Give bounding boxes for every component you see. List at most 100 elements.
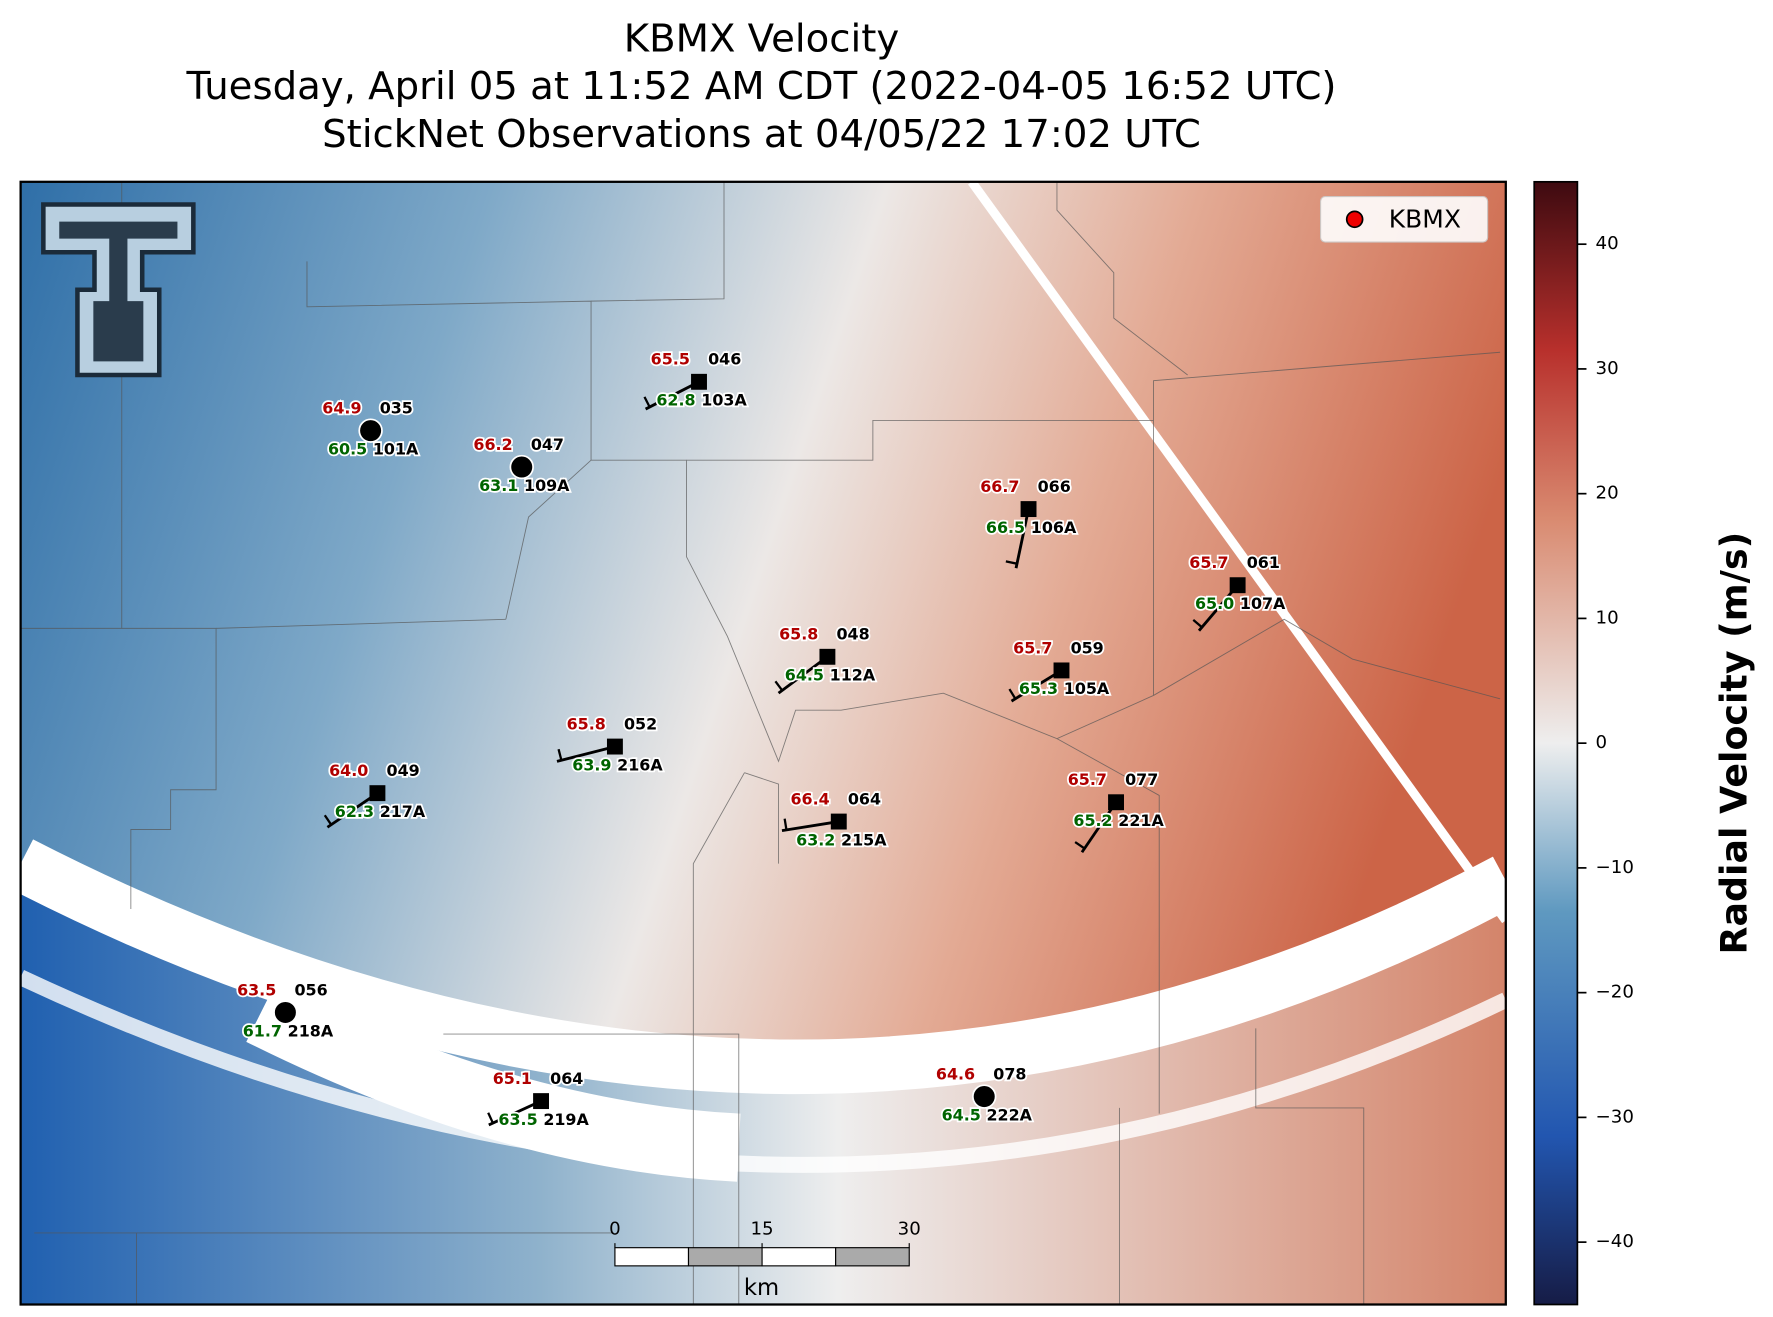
temperature: 65.7 bbox=[1189, 553, 1228, 572]
station-marker bbox=[691, 373, 707, 390]
scale-segment bbox=[614, 1247, 690, 1267]
wind-barb-flag bbox=[1074, 841, 1086, 850]
stations: 64.9 035 60.5 101A 66.2 047 63.1 109A 65.5 046 62.… bbox=[235, 348, 1287, 1131]
wind-barb bbox=[326, 791, 379, 829]
wind-barb-flag bbox=[643, 396, 651, 408]
temperature: 65.7 bbox=[1068, 770, 1107, 789]
scale-unit: km bbox=[744, 1275, 779, 1301]
temperature: 65.5 bbox=[651, 350, 690, 369]
dewpoint: 65.0 bbox=[1195, 594, 1234, 613]
temperature: 64.0 bbox=[329, 761, 368, 780]
station-id: 217A bbox=[380, 802, 426, 821]
station-code: 052 bbox=[624, 714, 657, 733]
station-code: 035 bbox=[380, 399, 413, 418]
temperature: 65.1 bbox=[493, 1069, 532, 1088]
station-id: 112A bbox=[830, 666, 876, 685]
station-code: 061 bbox=[1247, 553, 1280, 572]
station-code: 049 bbox=[387, 761, 420, 780]
wind-barb bbox=[1014, 508, 1030, 569]
station-code: 077 bbox=[1125, 770, 1158, 789]
station-marker bbox=[1053, 662, 1070, 679]
station-marker bbox=[369, 785, 386, 802]
colorbar-tick-label: 10 bbox=[1596, 607, 1619, 628]
station-id: 107A bbox=[1240, 594, 1286, 613]
colorbar-tick-label: −30 bbox=[1596, 1106, 1634, 1127]
station-marker bbox=[533, 1093, 550, 1110]
legend: KBMX bbox=[1320, 196, 1489, 243]
scale-segment bbox=[835, 1247, 910, 1267]
dewpoint: 63.5 bbox=[498, 1110, 537, 1129]
temperature: 64.6 bbox=[936, 1064, 975, 1083]
station-code: 048 bbox=[837, 625, 870, 644]
temperature: 65.8 bbox=[779, 625, 818, 644]
station-id: 101A bbox=[373, 439, 419, 458]
station-id: 219A bbox=[543, 1110, 589, 1129]
wind-barb bbox=[556, 745, 616, 763]
station-marker bbox=[972, 1084, 997, 1109]
station-code: 046 bbox=[708, 350, 741, 369]
scale-tick-label: 0 bbox=[609, 1219, 621, 1240]
dewpoint: 64.5 bbox=[785, 666, 824, 685]
radar-field bbox=[20, 181, 1506, 1305]
temperature: 66.4 bbox=[790, 789, 829, 808]
scale-tick-label: 15 bbox=[751, 1219, 774, 1240]
station-id: 216A bbox=[617, 755, 663, 774]
wind-barb bbox=[781, 820, 839, 833]
scale-bar: km 0 15 30 bbox=[609, 1219, 921, 1302]
station-id: 105A bbox=[1064, 679, 1110, 698]
station-id: 221A bbox=[1118, 811, 1164, 830]
temperature: 63.5 bbox=[237, 980, 276, 999]
wind-barb bbox=[777, 655, 829, 695]
temperature: 65.7 bbox=[1013, 638, 1052, 657]
station-code: 064 bbox=[848, 789, 881, 808]
colorbar-label: Radial Velocity (m/s) bbox=[1712, 532, 1755, 955]
colorbar-tick-label: −10 bbox=[1596, 857, 1634, 878]
dewpoint: 62.8 bbox=[656, 391, 695, 410]
legend-label: KBMX bbox=[1389, 204, 1461, 233]
scale-segment bbox=[761, 1247, 837, 1267]
wind-barb bbox=[1010, 669, 1063, 703]
station-marker bbox=[1108, 794, 1124, 811]
dewpoint: 65.2 bbox=[1073, 811, 1112, 830]
station-id: 218A bbox=[288, 1021, 334, 1040]
wind-barb-flag bbox=[1005, 560, 1018, 565]
colorbar-tick-label: −20 bbox=[1596, 982, 1634, 1003]
wind-barb bbox=[644, 380, 700, 411]
scale-segment bbox=[687, 1247, 763, 1267]
dewpoint: 63.9 bbox=[572, 755, 611, 774]
station-id: 103A bbox=[701, 391, 747, 410]
station-code: 066 bbox=[1038, 477, 1071, 496]
station-marker bbox=[606, 738, 623, 755]
station-marker bbox=[830, 813, 847, 830]
colorbar-tick-label: 30 bbox=[1596, 358, 1619, 379]
station-id: 109A bbox=[524, 476, 570, 495]
station-marker bbox=[358, 418, 383, 443]
logo bbox=[41, 202, 196, 378]
colorbar-tick-label: 20 bbox=[1596, 483, 1619, 504]
station-code: 059 bbox=[1071, 638, 1104, 657]
colorbar: Radial Velocity (m/s) −40 −30 −20 −10 0 10 20 3… bbox=[1533, 180, 1755, 1306]
dewpoint: 66.5 bbox=[986, 518, 1025, 537]
wind-barb bbox=[488, 1099, 542, 1127]
wind-barb-flag bbox=[323, 814, 333, 826]
wind-barb-flag bbox=[487, 1112, 494, 1124]
dewpoint: 65.3 bbox=[1019, 679, 1058, 698]
dewpoint: 61.7 bbox=[243, 1021, 282, 1040]
temperature: 65.8 bbox=[567, 714, 606, 733]
colorbar-tick-label: 40 bbox=[1596, 233, 1619, 254]
wind-barb-flag bbox=[774, 680, 784, 692]
station-marker bbox=[1020, 501, 1037, 518]
dewpoint: 63.2 bbox=[796, 830, 835, 849]
dewpoint: 64.5 bbox=[942, 1105, 981, 1124]
wind-barb-flag bbox=[1008, 688, 1017, 700]
station-marker bbox=[1229, 577, 1246, 594]
wind-barb bbox=[1080, 801, 1118, 854]
colorbar-tick-label: 0 bbox=[1596, 732, 1608, 753]
wind-barb-flag bbox=[557, 748, 563, 761]
wind-barb-flag bbox=[1192, 618, 1203, 629]
station-id: 106A bbox=[1031, 518, 1077, 537]
title-line: Tuesday, April 05 at 11:52 AM CDT (2022-… bbox=[185, 64, 1336, 109]
dewpoint: 60.5 bbox=[328, 439, 367, 458]
colorbar-tick-label: −40 bbox=[1596, 1231, 1634, 1252]
